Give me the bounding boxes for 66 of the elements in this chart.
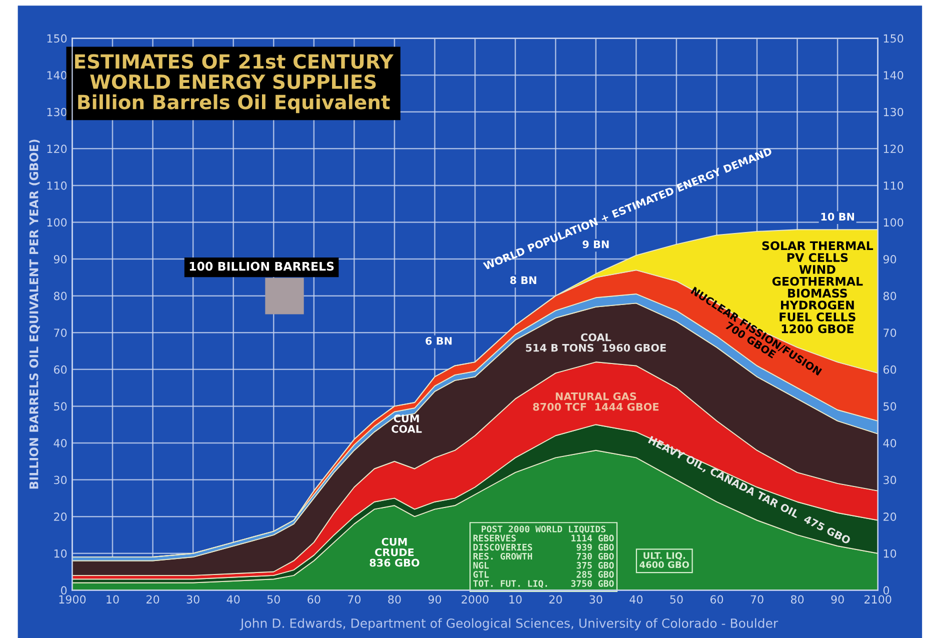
- y2-tick-label: 100: [884, 218, 904, 227]
- y2-tick-label: 70: [884, 328, 896, 337]
- y-tick-label: 110: [47, 181, 67, 190]
- y2-tick-label: 50: [884, 402, 896, 411]
- y-axis-title: BILLION BARRELS OIL EQUIVALENT PER YEAR (GBOE): [29, 140, 40, 489]
- y2-tick-label: 20: [884, 512, 896, 521]
- y-tick-label: 10: [54, 549, 67, 558]
- x-tick-label: 20: [549, 595, 562, 604]
- annotation: CUM COAL: [392, 414, 422, 433]
- x-tick-label: 2100: [864, 595, 892, 604]
- x-tick-label: 30: [186, 595, 200, 604]
- y-tick-label: 130: [47, 108, 67, 116]
- y2-tick-label: 130: [884, 108, 904, 116]
- annotation: NATURAL GAS 8700 TCF 1444 GBOE: [533, 392, 659, 411]
- y-tick-label: 50: [54, 402, 67, 411]
- x-tick-label: 90: [831, 595, 844, 604]
- y-tick-label: 150: [47, 34, 67, 43]
- x-tick-label: 60: [308, 595, 320, 604]
- x-tick-label: 1900: [59, 595, 86, 604]
- annotation: 100 BILLION BARRELS: [190, 262, 334, 271]
- x-tick-label: 80: [790, 595, 804, 604]
- y2-tick-label: 30: [884, 476, 896, 484]
- y-tick-label: 90: [54, 255, 67, 264]
- x-tick-label: 40: [630, 595, 642, 604]
- x-tick-label: 10: [509, 595, 522, 604]
- y-tick-label: 20: [54, 512, 67, 521]
- annotation: ULT. LIQ. 4600 GBO: [640, 552, 690, 568]
- y-tick-label: 40: [54, 438, 67, 448]
- y-tick-label: 140: [47, 71, 67, 80]
- annotation: COAL 514 B TONS 1960 GBOE: [526, 333, 666, 352]
- x-tick-label: 10: [106, 595, 119, 604]
- y-tick-label: 80: [54, 292, 67, 300]
- x-tick-label: 80: [388, 595, 401, 604]
- y2-tick-label: 40: [883, 438, 896, 448]
- annotation: POST 2000 WORLD LIQUIDS RESERVES 1114 GBO DISCOVERIES 939 GBO RES. GROWTH 730 GBO NGL 375 GBO GTL 285 GBO TOT. FUT. LIQ. 3750 GBO: [473, 526, 614, 588]
- y-tick-label: 100: [47, 218, 67, 227]
- y2-tick-label: 140: [884, 71, 904, 80]
- y2-tick-label: 60: [883, 365, 896, 374]
- y-tick-label: 30: [54, 476, 67, 484]
- x-tick-label: 40: [226, 595, 240, 604]
- y-tick-label: 70: [54, 328, 67, 337]
- x-tick-label: 20: [146, 595, 160, 604]
- y-tick-label: 60: [54, 365, 67, 374]
- y2-tick-label: 80: [883, 292, 896, 300]
- y2-tick-label: 150: [884, 34, 904, 43]
- annotation: 6 BN: [426, 336, 452, 345]
- annotation: 10 BN: [821, 212, 854, 221]
- x-tick-label: 50: [670, 595, 683, 604]
- annotation: 8 BN: [510, 276, 536, 284]
- y-tick-label: 0: [61, 586, 67, 595]
- x-tick-label: 50: [267, 595, 280, 604]
- annotation: CUM CRUDE 836 GBO: [370, 538, 420, 567]
- y2-tick-label: 120: [884, 144, 904, 154]
- x-tick-label: 60: [710, 595, 724, 604]
- x-tick-label: 90: [428, 595, 442, 604]
- text: John D. Edwards, Department of Geological Sciences, University of Colorado - Boulder: [240, 618, 778, 630]
- y-tick-label: 120: [47, 144, 67, 154]
- y2-tick-label: 90: [883, 255, 896, 264]
- y2-tick-label: 110: [884, 181, 904, 190]
- x-tick-label: 2000: [462, 595, 488, 604]
- x-tick-label: 70: [750, 595, 764, 604]
- y2-tick-label: 0: [883, 586, 890, 595]
- x-tick-label: 30: [590, 595, 602, 604]
- y2-tick-label: 10: [884, 549, 896, 558]
- text: ESTIMATES OF 21st CENTURY WORLD ENERGY SUPPLIES Billion Barrels Oil Equivalent: [75, 54, 394, 114]
- x-tick-label: 70: [348, 595, 361, 604]
